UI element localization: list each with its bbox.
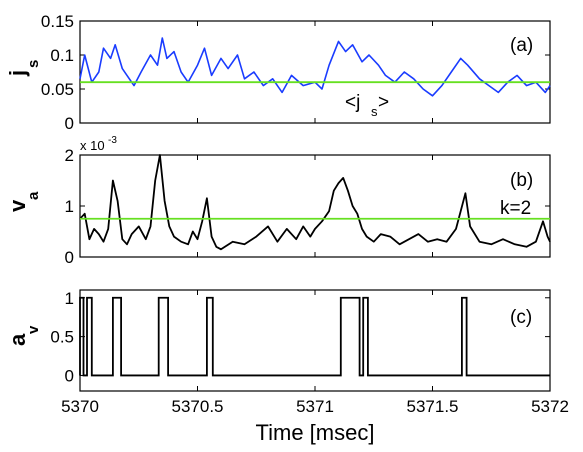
x-axis-ticks: 5370 5370.5 5371 5371.5 5372 [61,21,569,416]
panel-a-annotation-sub: s [371,104,378,119]
panel-a-js-line [79,37,551,97]
x-tick-label: 5372 [531,397,569,416]
panel-b-series-va [79,154,551,251]
panel-a-ytick-label: 0.1 [50,46,74,65]
panel-c-ytick-label: 0.5 [50,328,74,347]
panel-b-ytick-label: 1 [65,197,74,216]
panel-a-annotation-end: > [378,92,389,113]
panel-a-ylabel-main: j [5,70,30,77]
panel-b: 0 1 2 (b) k=2 x 10 -3 v a [5,135,551,267]
panel-b-ytick-label: 2 [65,146,74,165]
panel-a-ylabel: j s [5,60,42,77]
panel-a-label: (a) [510,35,533,56]
panel-a-ytick-label: 0 [65,114,74,133]
x-tick-label: 5370 [61,397,99,416]
panel-b-scale-exp: -3 [108,135,117,146]
panel-a-ylabel-sub: s [25,60,42,68]
panel-c-ytick-label: 0 [65,366,74,385]
panel-c-ylabel-sub: v [25,325,42,334]
panel-c-av-steps [79,296,550,377]
x-axis-label: Time [msec] [256,420,375,445]
panel-a-series-js [79,37,551,97]
panel-b-ylabel-sub: a [25,191,42,200]
panel-b-label: (b) [510,170,533,191]
panel-b-scale-label: x 10 [80,138,105,153]
panel-c-ylabel: a v [5,325,42,346]
panel-b-ytick-label: 0 [65,248,74,267]
panel-c-ytick-label: 1 [65,289,74,308]
x-tick-label: 5371 [296,397,334,416]
panel-a-ytick-label: 0.05 [41,80,74,99]
panel-c-ylabel-main: a [5,333,30,346]
panel-a: 0 0.05 0.1 0.15 (a) <j s > j s [5,12,551,133]
panel-c-series-av [79,296,550,377]
panel-b-va-line [79,154,551,251]
panel-b-scale-factor: x 10 -3 [80,135,117,153]
panel-b-ylabel-main: v [5,199,30,212]
panel-a-annotation-main: <j [345,92,360,113]
x-tick-label: 5371.5 [407,397,459,416]
panel-b-ylabel: v a [5,191,42,212]
panel-a-y-ticks: 0 0.05 0.1 0.15 [41,12,550,133]
panel-b-y-ticks: 0 1 2 [65,146,550,267]
panel-a-mean-annotation: <j s > [345,92,389,119]
panel-c-label: (c) [510,307,532,328]
x-tick-label: 5370.5 [172,397,224,416]
panel-a-ytick-label: 0.15 [41,12,74,31]
panel-b-annotation-k: k=2 [500,198,531,219]
